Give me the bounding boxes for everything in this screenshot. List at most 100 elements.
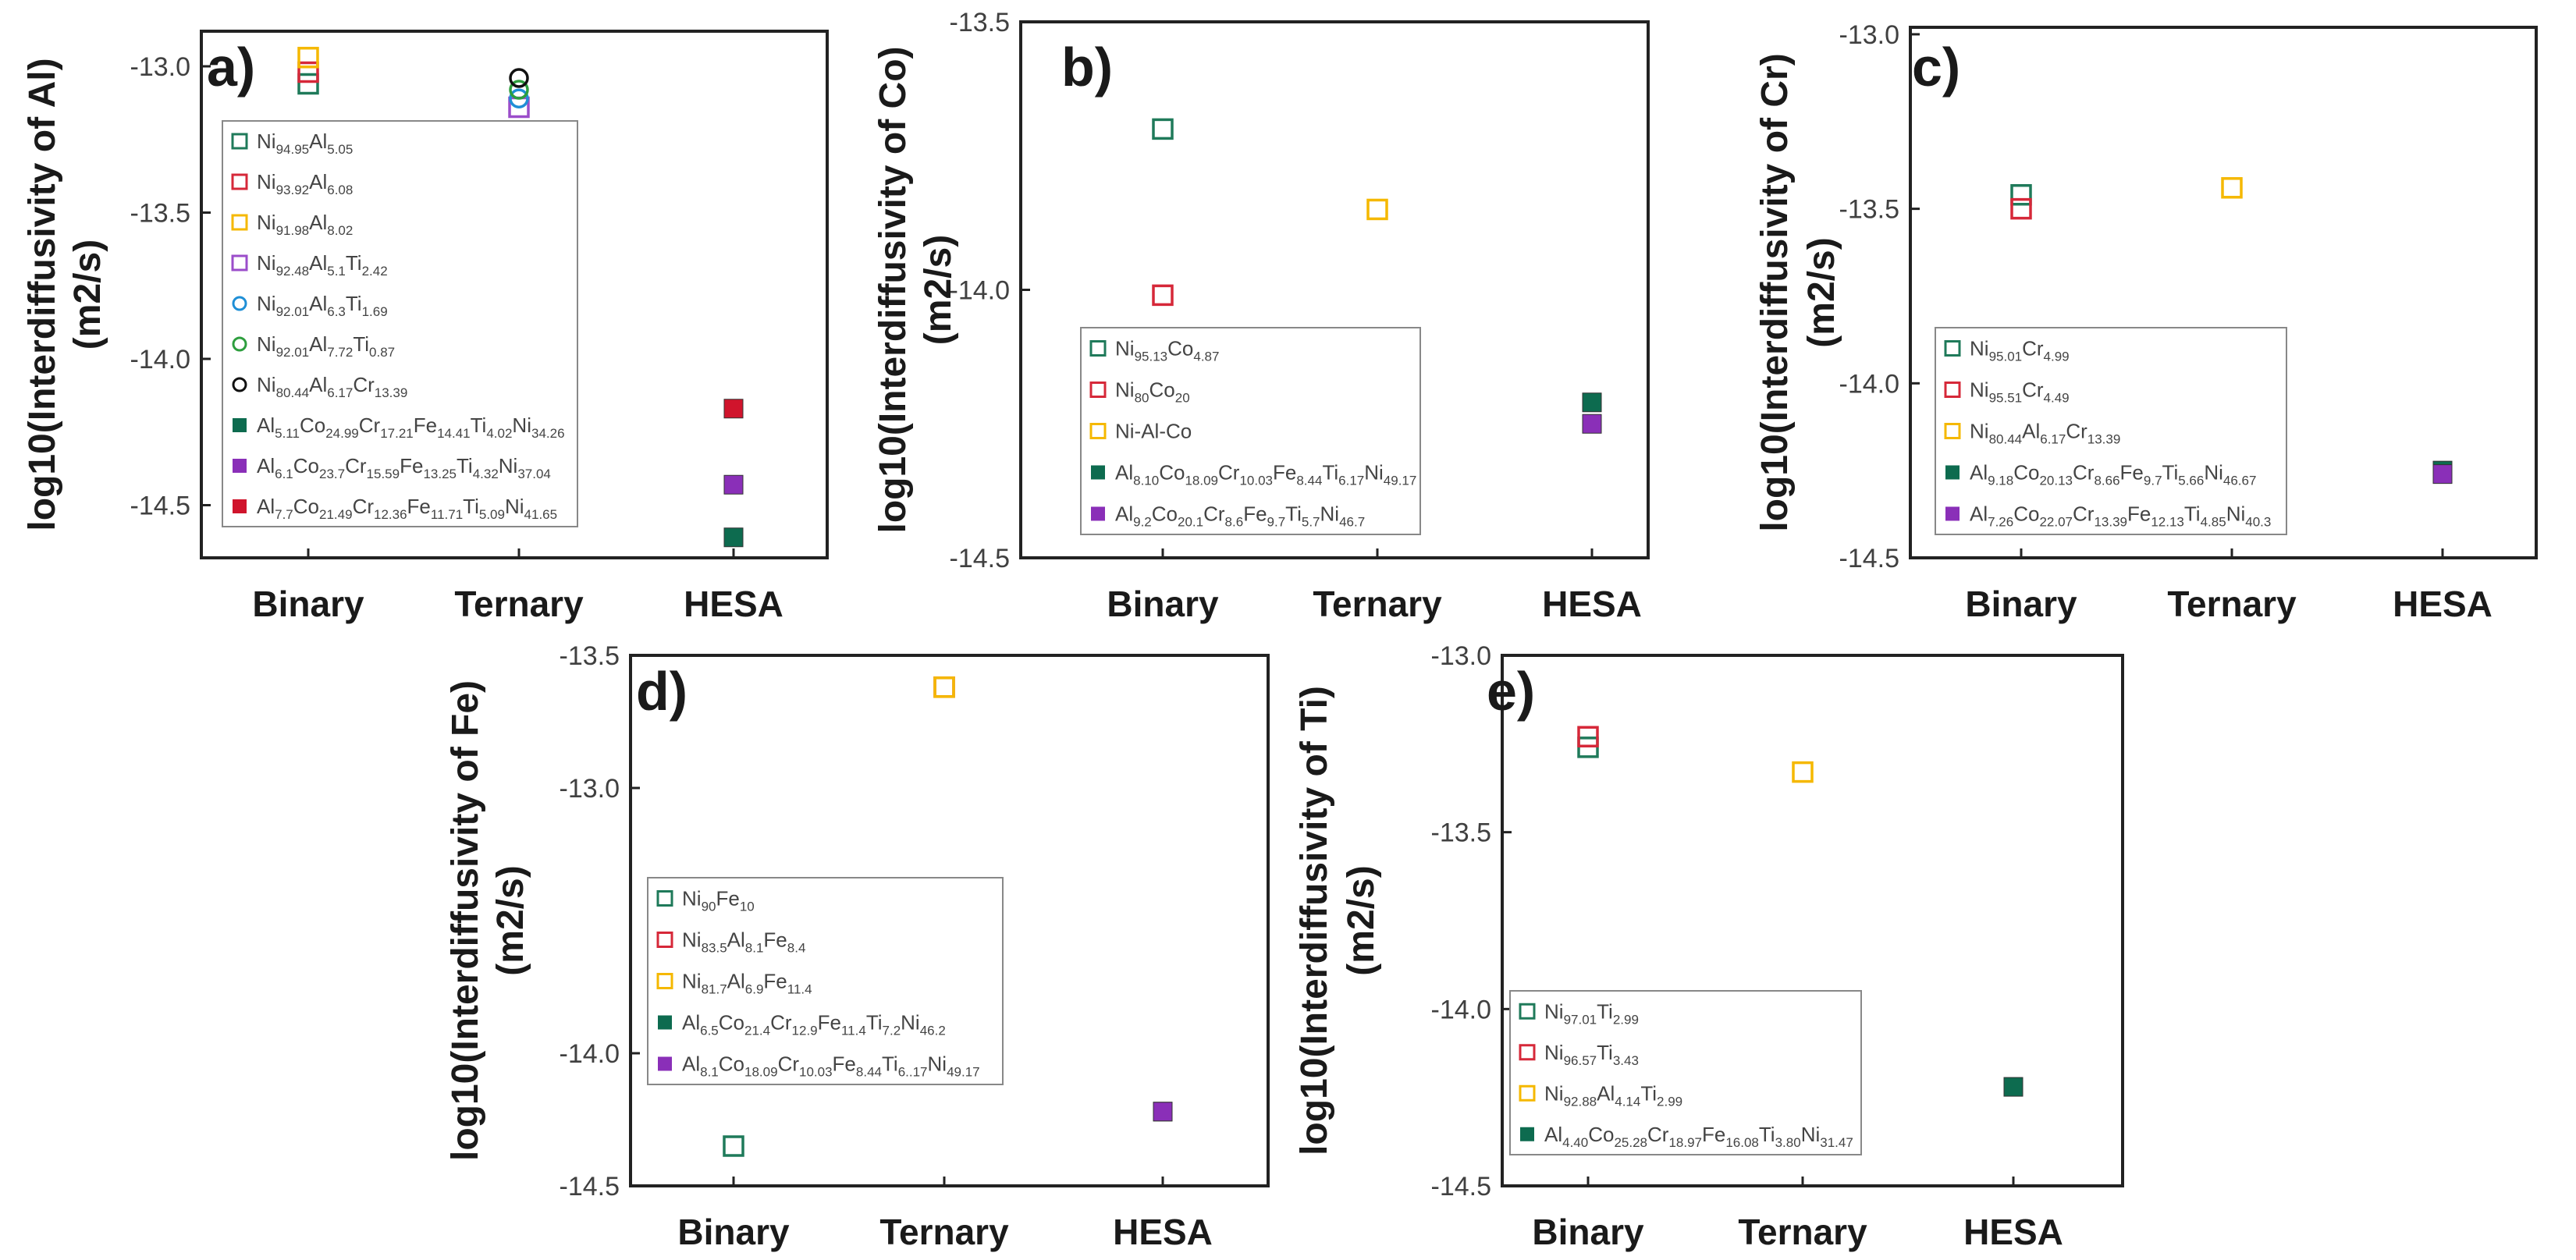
legend-subscript: 25.28	[1614, 1135, 1647, 1150]
legend-subscript: 92.01	[276, 345, 310, 360]
legend-element: Cr	[353, 495, 375, 518]
y-axis-label: log10(Interdiffusivity of Ti) (m2/s)	[1294, 686, 1382, 1155]
legend-box	[1509, 990, 1862, 1155]
legend-subscript: 7.26	[1988, 515, 2013, 530]
legend-label: Al8.10Co18.09Cr10.03Fe8.44Ti6.17Ni49.17	[1115, 461, 1416, 488]
legend-marker	[231, 254, 248, 272]
legend-marker	[658, 1015, 672, 1030]
legend-element: Ni	[1970, 420, 1989, 443]
y-tick-label: -14.0	[1431, 995, 1492, 1024]
legend-element: Ni	[682, 928, 702, 952]
data-point	[723, 1135, 744, 1157]
legend-element: Cr	[1203, 502, 1225, 526]
legend-element: Al	[309, 211, 327, 234]
legend-subscript: 20.13	[2039, 474, 2073, 488]
legend-element: Fe	[2120, 461, 2144, 484]
legend-subscript: 18.09	[744, 1065, 778, 1080]
legend-subscript: 11.4	[841, 1024, 866, 1038]
legend-element: Ni	[512, 413, 531, 437]
legend-subscript: 4.87	[1193, 350, 1219, 364]
legend-subscript: 2.99	[1613, 1012, 1639, 1027]
legend-subscript: 20.1	[1178, 515, 1203, 530]
legend-subscript: 10.03	[799, 1065, 833, 1080]
legend-label: Al5.11Co24.99Cr17.21Fe14.41Ti4.02Ni34.26	[257, 413, 565, 441]
legend-subscript: 2.99	[1657, 1094, 1682, 1109]
legend-marker	[233, 418, 247, 432]
legend-element: Ni	[901, 1011, 920, 1035]
legend-element: Ni	[2204, 461, 2223, 484]
legend-element: Cr	[2073, 502, 2095, 526]
legend-element: Fe	[716, 887, 739, 910]
data-point	[1582, 413, 1602, 434]
legend-element: Co	[2013, 461, 2039, 484]
legend-element: Fe	[1702, 1123, 1725, 1146]
data-point	[1152, 118, 1174, 140]
legend-subscript: 92.48	[276, 264, 310, 279]
data-point	[2010, 183, 2032, 206]
legend-element: Co	[719, 1052, 744, 1076]
legend-subscript: 4.32	[473, 467, 499, 481]
y-tick-label: -14.0	[950, 276, 1011, 306]
data-point	[509, 68, 529, 88]
legend-subscript: 6..17	[898, 1065, 928, 1080]
legend-marker	[232, 336, 247, 352]
legend-element: Fe	[407, 495, 431, 518]
legend-label: Ni80.44Al6.17Cr13.39	[1970, 420, 2120, 447]
legend-subscript: 46.67	[2223, 474, 2257, 488]
x-tick-label: Binary	[252, 584, 364, 624]
legend-marker	[1944, 382, 1961, 398]
data-point	[297, 73, 319, 95]
legend-subscript: 6.3	[327, 304, 346, 319]
legend-element: Al	[257, 413, 275, 437]
legend-box	[1935, 327, 2287, 535]
legend-subscript: 3.80	[1775, 1135, 1801, 1150]
legend-subscript: 18.97	[1668, 1135, 1702, 1150]
legend-subscript: 3.43	[1613, 1053, 1639, 1068]
legend-marker	[658, 1056, 672, 1071]
panel-label: e)	[1487, 661, 1535, 722]
legend-box	[647, 877, 1004, 1085]
legend-label: Al7.26Co22.07Cr13.39Fe12.13Ti4.85Ni40.3	[1970, 502, 2271, 530]
y-tick-label: -14.0	[130, 345, 191, 374]
legend-marker	[1091, 506, 1105, 521]
y-tick-label: -13.0	[1431, 641, 1492, 671]
data-point	[1152, 284, 1174, 307]
legend-label: Ni92.01Al7.72Ti0.87	[257, 332, 395, 360]
legend-element: Ni	[257, 130, 276, 153]
legend-subscript: 91.98	[276, 223, 310, 238]
legend-subscript: 5.05	[327, 142, 353, 157]
legend-subscript: 24.99	[325, 426, 359, 441]
legend-subscript: 96.57	[1564, 1053, 1597, 1068]
legend-subscript: 8.10	[1133, 474, 1159, 488]
legend-subscript: 7.2	[883, 1024, 901, 1038]
legend-subscript: 95.51	[1989, 391, 2023, 406]
legend-element: Ti	[353, 332, 369, 356]
legend-subscript: 6.17	[327, 385, 353, 400]
data-point	[2432, 464, 2453, 484]
legend-label: Ni92.01Al6.3Ti1.69	[257, 292, 388, 319]
legend-element: Cr	[345, 454, 367, 477]
panel-label: b)	[1061, 37, 1113, 98]
legend-subscript: 92.88	[1564, 1094, 1597, 1109]
plot-frame	[1501, 654, 2124, 1187]
y-axis-label: log10(Interdiffusivity of Al) (m2/s)	[22, 58, 108, 531]
legend-element: Co	[1588, 1123, 1614, 1146]
legend-element: Al	[309, 373, 327, 396]
legend-element: Fe	[1243, 502, 1267, 526]
y-axis-label: log10(Interdiffusivity of Co) (m2/s)	[872, 47, 959, 534]
legend-element: Fe	[400, 454, 423, 477]
legend-subscript: 6.5	[700, 1024, 719, 1038]
legend-element: Ti	[346, 251, 362, 275]
legend-element: Fe	[2127, 502, 2151, 526]
data-point	[2003, 1077, 2023, 1097]
x-tick-label: Ternary	[1313, 584, 1442, 624]
panel-e: -13.0 -13.5 -14.0 -14.5 Binary Ternary HESA log…	[1294, 641, 2124, 1252]
legend-element: Cr	[1647, 1123, 1669, 1146]
data-point	[723, 399, 744, 419]
legend-subscript: 1.69	[362, 304, 388, 319]
data-point	[1582, 392, 1602, 413]
legend-subscript: 15.59	[367, 467, 400, 481]
legend-label: Ni83.5Al8.1Fe8.4	[682, 928, 805, 956]
legend-element: Al	[682, 1052, 700, 1076]
